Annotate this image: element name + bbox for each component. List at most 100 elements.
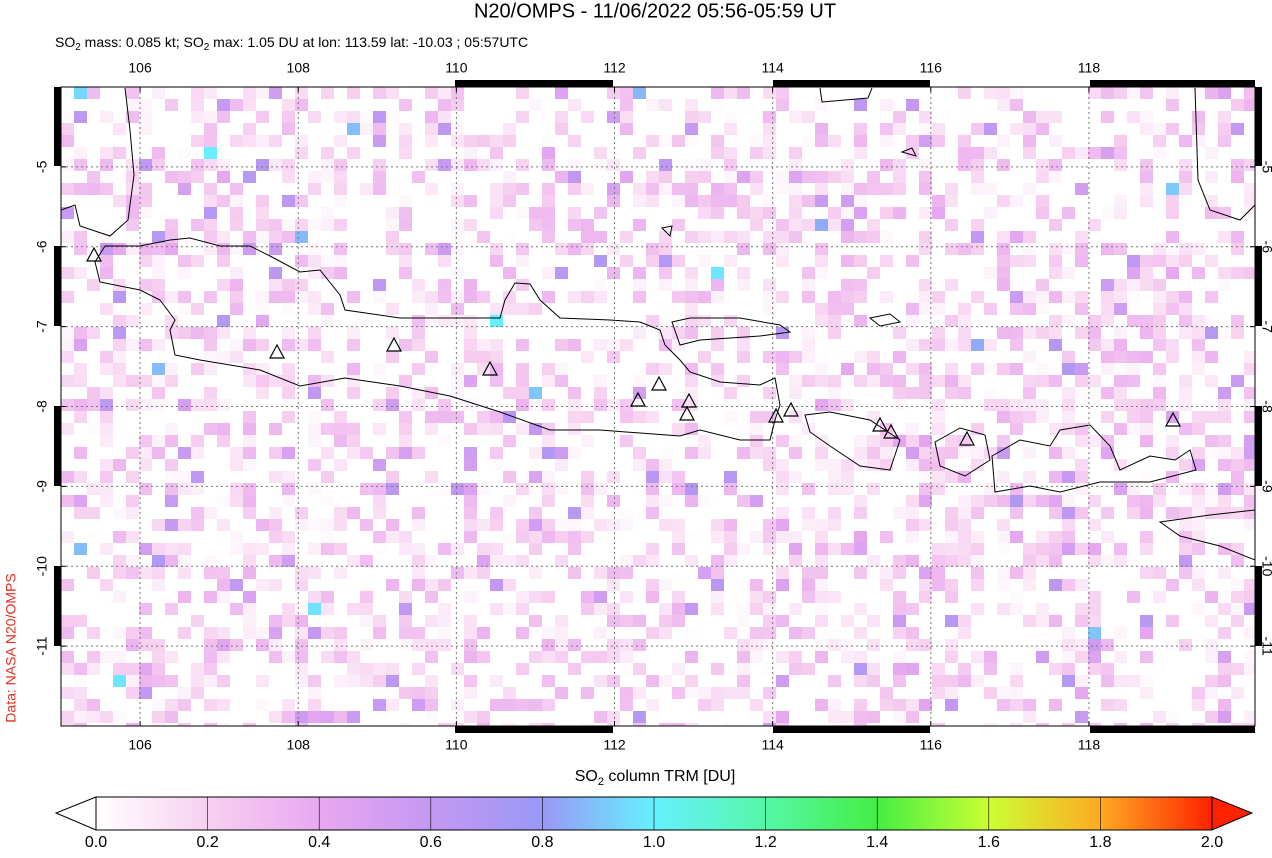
so2-pixel	[568, 339, 581, 351]
so2-pixel	[347, 327, 360, 339]
so2-pixel	[477, 519, 490, 531]
so2-pixel	[1218, 543, 1231, 555]
so2-pixel	[1101, 207, 1114, 219]
so2-pixel	[906, 507, 919, 519]
so2-pixel	[867, 267, 880, 279]
so2-pixel	[308, 459, 321, 471]
so2-pixel	[1049, 699, 1062, 711]
so2-pixel	[555, 519, 568, 531]
so2-pixel	[360, 111, 373, 123]
so2-pixel	[529, 99, 542, 111]
so2-pixel	[659, 615, 672, 627]
so2-pixel	[633, 147, 646, 159]
so2-pixel	[997, 543, 1010, 555]
so2-pixel	[1023, 123, 1036, 135]
so2-pixel	[542, 231, 555, 243]
volcano	[958, 430, 976, 446]
so2-pixel	[1101, 147, 1114, 159]
so2-pixel	[490, 699, 503, 711]
so2-pixel	[1140, 543, 1153, 555]
so2-pixel	[243, 567, 256, 579]
so2-pixel	[217, 495, 230, 507]
so2-pixel	[1218, 663, 1231, 675]
so2-pixel	[412, 171, 425, 183]
frame-seg	[773, 726, 930, 733]
coast-lombok	[934, 427, 991, 477]
so2-pixel	[412, 279, 425, 291]
so2-pixel	[308, 219, 321, 231]
so2-pixel	[1101, 531, 1114, 543]
so2-pixel	[412, 639, 425, 651]
so2-pixel	[243, 423, 256, 435]
so2-pixel	[542, 195, 555, 207]
so2-pixel	[776, 711, 789, 723]
so2-pixel	[568, 387, 581, 399]
so2-pixel	[113, 123, 126, 135]
so2-pixel	[74, 687, 87, 699]
so2-pixel	[594, 231, 607, 243]
so2-pixel	[1218, 411, 1231, 423]
so2-pixel	[139, 123, 152, 135]
so2-pixel	[334, 711, 347, 723]
frame-pattern	[54, 80, 1262, 733]
so2-pixel	[958, 243, 971, 255]
so2-pixel	[165, 99, 178, 111]
so2-pixel	[399, 603, 412, 615]
so2-pixel	[503, 495, 516, 507]
so2-pixel	[217, 279, 230, 291]
so2-pixel	[87, 567, 100, 579]
so2-pixel	[269, 111, 282, 123]
so2-pixel	[204, 639, 217, 651]
so2-pixel	[685, 675, 698, 687]
so2-pixel	[269, 279, 282, 291]
so2-pixel	[438, 123, 451, 135]
so2-pixel	[555, 123, 568, 135]
so2-pixel	[854, 651, 867, 663]
so2-pixel	[867, 711, 880, 723]
so2-pixel	[1114, 675, 1127, 687]
so2-pixel	[100, 159, 113, 171]
so2-pixel	[906, 135, 919, 147]
so2-pixel	[1192, 543, 1205, 555]
so2-pixel	[1023, 291, 1036, 303]
so2-pixel	[178, 267, 191, 279]
so2-pixel	[126, 447, 139, 459]
so2-pixel	[945, 543, 958, 555]
so2-pixel	[1036, 375, 1049, 387]
so2-pixel	[1049, 243, 1062, 255]
so2-pixel	[776, 351, 789, 363]
volcano	[1164, 411, 1182, 427]
so2-pixel	[568, 171, 581, 183]
so2-pixel	[659, 99, 672, 111]
so2-pixel	[698, 315, 711, 327]
so2-pixel	[919, 471, 932, 483]
so2-pixel	[178, 171, 191, 183]
so2-pixel	[932, 471, 945, 483]
so2-pixel	[594, 159, 607, 171]
so2-pixel	[321, 603, 334, 615]
y-tick-label: -10	[34, 556, 50, 576]
so2-pixel	[1101, 87, 1114, 99]
so2-pixel	[1075, 507, 1088, 519]
so2-pixel	[737, 639, 750, 651]
so2-pixel	[191, 99, 204, 111]
so2-pixel	[763, 111, 776, 123]
so2-pixel	[295, 519, 308, 531]
so2-pixel	[997, 195, 1010, 207]
so2-pixel	[568, 447, 581, 459]
so2-pixel	[1166, 339, 1179, 351]
so2-pixel	[399, 447, 412, 459]
so2-pixel	[620, 435, 633, 447]
so2-pixel	[997, 135, 1010, 147]
so2-pixel	[724, 567, 737, 579]
so2-pixel	[880, 687, 893, 699]
so2-pixel	[1140, 351, 1153, 363]
so2-pixel	[1114, 303, 1127, 315]
so2-pixel	[191, 483, 204, 495]
so2-pixel	[841, 255, 854, 267]
so2-pixel	[490, 459, 503, 471]
colorbar-tick-label: 0.4	[308, 834, 330, 851]
so2-pixel	[1010, 687, 1023, 699]
so2-pixel	[230, 291, 243, 303]
so2-pixel	[451, 375, 464, 387]
